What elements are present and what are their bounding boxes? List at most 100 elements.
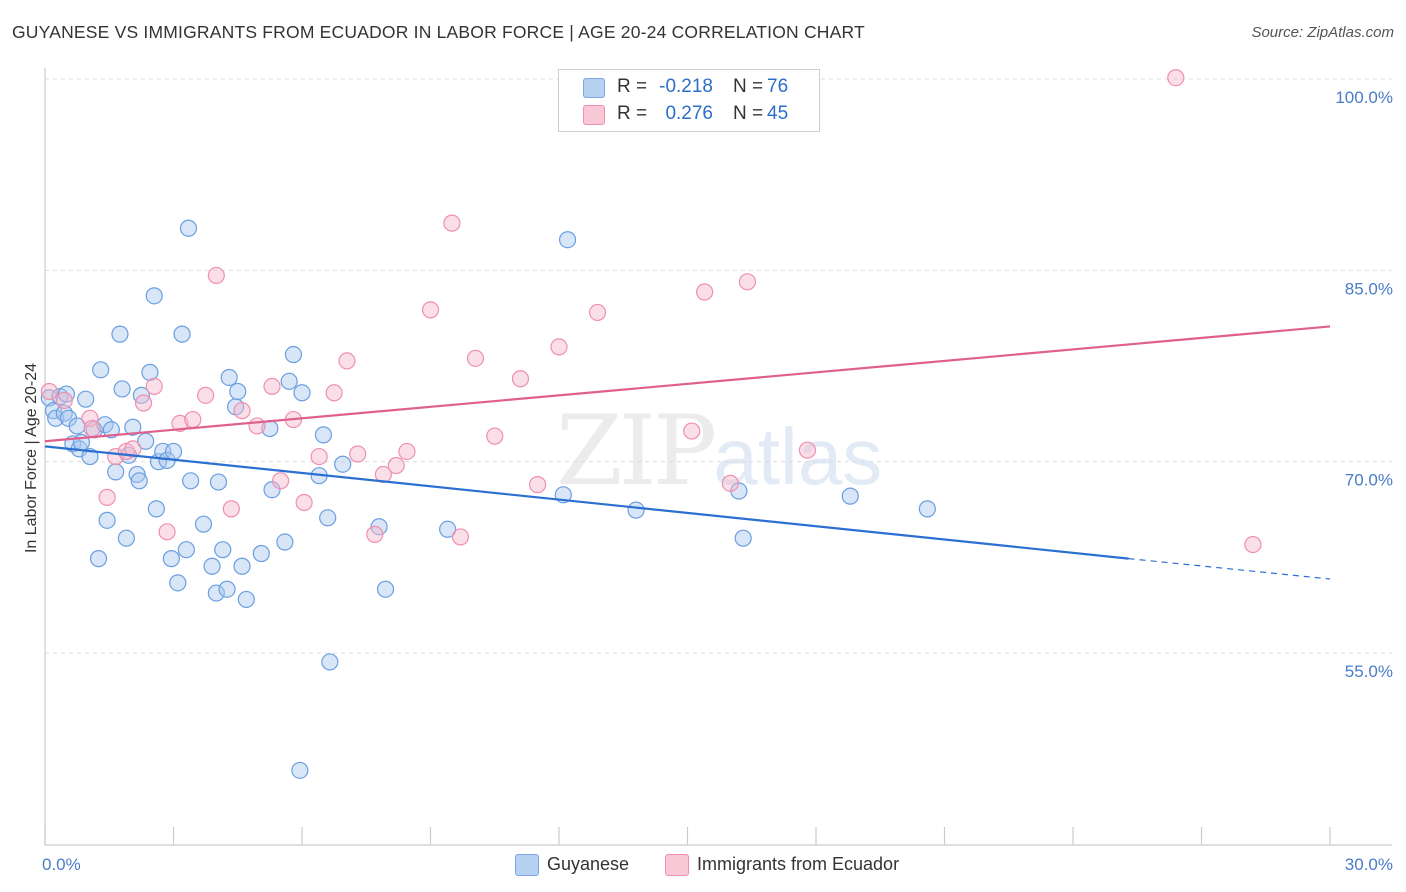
point-ecuador [349,445,367,463]
stats-swatch-guyanese [583,78,605,98]
point-guyanese [734,529,752,547]
point-ecuador [366,525,384,543]
point-guyanese [57,385,76,403]
point-ecuador [40,382,58,401]
point-guyanese [209,473,228,491]
point-guyanese [314,426,333,444]
trend-line-guyanese-extension [1128,558,1331,580]
point-guyanese [918,500,936,518]
n-label: N = [733,103,764,124]
n-value: 76 [767,76,789,97]
point-guyanese [77,390,95,408]
point-ecuador [486,427,504,445]
point-guyanese [145,287,163,305]
chart-source: Source: ZipAtlas.com [1251,24,1394,41]
point-ecuador [398,442,416,461]
r-value: 0.276 [665,103,713,124]
point-guyanese [841,487,859,505]
point-guyanese [194,515,213,533]
chart-title: GUYANESE VS IMMIGRANTS FROM ECUADOR IN L… [12,22,865,42]
point-guyanese [102,421,120,439]
r-label: R = [617,76,648,97]
point-guyanese [203,557,221,575]
point-ecuador [197,386,215,404]
x-tick-label: 30.0% [1345,855,1393,874]
point-guyanese [117,529,135,547]
point-guyanese [107,463,125,481]
point-ecuador [81,409,99,427]
point-ecuador [1167,69,1185,87]
point-guyanese [291,761,309,779]
point-guyanese [128,465,146,484]
point-guyanese [130,472,148,490]
point-ecuador [738,273,757,291]
point-guyanese [627,501,645,519]
point-guyanese [147,500,165,518]
point-ecuador [421,301,440,319]
point-guyanese [164,442,183,461]
point-guyanese [111,325,129,343]
series-guyanese-points [40,219,936,779]
point-guyanese [376,580,395,598]
point-ecuador [338,352,356,370]
point-ecuador [528,476,547,494]
watermark-zip: ZIP [556,395,717,507]
point-ecuador [511,370,530,388]
stats-swatch-ecuador [583,105,605,125]
point-guyanese [319,509,337,527]
point-guyanese [207,584,225,602]
correlation-stats-box: R = -0.218 N = 76 R = 0.276 N = 45 [558,69,820,132]
y-tick-label: 70.0% [1345,471,1393,490]
point-ecuador [233,402,251,420]
point-guyanese [233,557,251,575]
point-ecuador [1244,535,1262,554]
point-ecuador [550,338,568,356]
point-ecuador [721,474,739,492]
point-ecuador [696,283,714,301]
point-ecuador [134,394,153,412]
point-ecuador [588,303,607,322]
point-guyanese [276,533,294,551]
point-ecuador [387,456,405,475]
point-ecuador [310,447,328,466]
point-guyanese [124,418,142,436]
point-ecuador [222,500,240,518]
point-ecuador [325,384,343,402]
point-guyanese [182,472,200,490]
point-guyanese [179,219,198,237]
point-ecuador [271,472,290,490]
point-guyanese [280,372,298,390]
y-tick-label: 55.0% [1345,662,1393,681]
y-axis-label: In Labor Force | Age 20-24 [23,363,40,553]
axes [44,68,1392,846]
point-ecuador [145,377,163,396]
y-tick-label: 85.0% [1345,279,1393,298]
point-ecuador [466,349,485,367]
point-guyanese [237,590,255,609]
point-guyanese [293,384,311,402]
n-label: N = [733,76,764,97]
point-ecuador [124,440,142,458]
point-ecuador [98,488,116,506]
point-guyanese [439,520,457,538]
point-guyanese [169,574,187,592]
legend-swatch-guyanese [515,854,539,876]
point-guyanese [252,544,270,563]
point-guyanese [214,541,232,559]
legend-label: Guyanese [547,854,630,874]
point-ecuador [248,417,266,435]
legend-swatch-ecuador [665,854,689,876]
point-ecuador [263,377,281,396]
point-ecuador [683,422,701,440]
point-guyanese [334,455,352,473]
point-guyanese [173,325,191,343]
point-guyanese [558,231,577,249]
trend-line-guyanese [44,445,1129,560]
point-guyanese [98,511,116,529]
point-ecuador [184,410,202,429]
point-ecuador [798,441,817,459]
trend-line-ecuador [44,325,1331,443]
point-guyanese [263,481,281,499]
point-guyanese [92,361,110,379]
